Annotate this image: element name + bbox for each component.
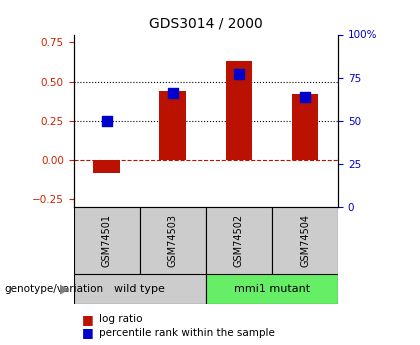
- Text: GSM74503: GSM74503: [168, 214, 178, 267]
- Text: ■: ■: [82, 326, 94, 339]
- Bar: [206, 207, 272, 274]
- Bar: [74, 274, 206, 304]
- Bar: [206, 274, 338, 304]
- Text: percentile rank within the sample: percentile rank within the sample: [99, 328, 275, 338]
- Text: wild type: wild type: [114, 284, 165, 294]
- Bar: [272, 207, 338, 274]
- Point: [103, 118, 110, 124]
- Bar: [74, 207, 139, 274]
- Point: [302, 95, 308, 100]
- Bar: [93, 160, 120, 172]
- Point: [236, 71, 242, 77]
- Text: GSM74502: GSM74502: [234, 214, 244, 267]
- Bar: [160, 91, 186, 160]
- Text: log ratio: log ratio: [99, 314, 142, 324]
- Text: ■: ■: [82, 313, 94, 326]
- Text: ▶: ▶: [60, 283, 70, 295]
- Bar: [292, 94, 318, 160]
- Bar: [139, 207, 206, 274]
- Point: [169, 90, 176, 95]
- Bar: [226, 61, 252, 160]
- Text: genotype/variation: genotype/variation: [4, 284, 103, 294]
- Text: GSM74504: GSM74504: [300, 214, 310, 267]
- Text: mmi1 mutant: mmi1 mutant: [234, 284, 310, 294]
- Title: GDS3014 / 2000: GDS3014 / 2000: [149, 17, 262, 31]
- Text: GSM74501: GSM74501: [102, 214, 112, 267]
